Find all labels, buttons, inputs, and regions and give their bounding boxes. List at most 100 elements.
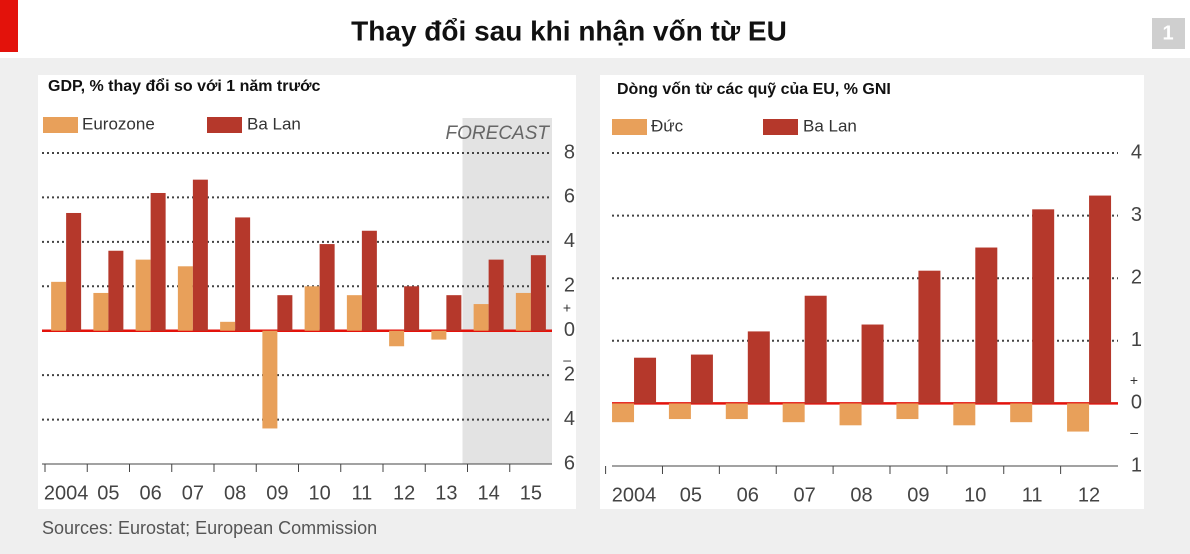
- legend-label: Eurozone: [82, 114, 155, 133]
- badge: 1: [1162, 22, 1173, 44]
- x-tick-label: 13: [435, 482, 457, 504]
- x-tick-label: 12: [1078, 484, 1100, 506]
- x-tick-label: 2004: [612, 484, 657, 506]
- bar: [530, 255, 546, 331]
- bar: [108, 250, 124, 331]
- y-tick-label: 2: [564, 275, 575, 297]
- bar: [668, 403, 691, 420]
- bar: [747, 331, 770, 404]
- bar: [1010, 403, 1033, 423]
- legend-swatch: [612, 119, 647, 135]
- y-tick-label: 4: [564, 230, 575, 252]
- bar: [389, 330, 405, 347]
- x-tick-label: 08: [224, 482, 246, 504]
- axis-sign: +: [563, 299, 571, 315]
- bar: [690, 354, 713, 404]
- x-tick-label: 07: [182, 482, 204, 504]
- x-tick-label: 11: [1022, 484, 1043, 506]
- bar: [235, 217, 251, 331]
- y-tick-label: 0: [564, 319, 575, 341]
- y-tick-label: 4: [564, 408, 575, 430]
- x-tick-label: 14: [478, 482, 500, 504]
- bar: [304, 286, 320, 331]
- red-mark: [0, 0, 18, 52]
- x-tick-label: 10: [309, 482, 331, 504]
- y-tick-label: 2: [1131, 266, 1142, 288]
- bar: [277, 295, 293, 331]
- x-tick-label: 07: [794, 484, 816, 506]
- bar: [220, 321, 236, 331]
- header: [0, 0, 1190, 58]
- bar: [1067, 403, 1090, 432]
- bar: [634, 357, 657, 404]
- bar: [319, 244, 335, 331]
- bar: [150, 192, 166, 331]
- panel: [600, 75, 1144, 509]
- x-tick-label: 06: [737, 484, 759, 506]
- y-tick-label: 6: [564, 452, 575, 474]
- bar: [861, 324, 884, 404]
- axis-sign: –: [1130, 424, 1138, 440]
- bar: [975, 247, 998, 404]
- bar: [612, 403, 635, 423]
- y-tick-label: 1: [1131, 454, 1142, 476]
- y-tick-label: 2: [564, 363, 575, 385]
- y-tick-label: 6: [564, 186, 575, 208]
- chart-title: GDP, % thay đổi so với 1 năm trước: [48, 77, 320, 95]
- x-tick-label: 05: [680, 484, 702, 506]
- bar: [177, 266, 193, 331]
- bar: [1032, 209, 1055, 404]
- bar: [473, 304, 489, 331]
- x-tick-label: 12: [393, 482, 415, 504]
- bar: [953, 403, 976, 426]
- bar: [51, 281, 67, 331]
- bar: [725, 403, 748, 420]
- bar: [431, 330, 447, 340]
- y-tick-label: 0: [1131, 392, 1142, 414]
- bar: [93, 292, 109, 331]
- axis-sign: –: [563, 351, 571, 367]
- x-tick-label: 05: [97, 482, 119, 504]
- legend-swatch: [43, 117, 78, 133]
- y-tick-label: 3: [1131, 204, 1142, 226]
- legend-swatch: [763, 119, 798, 135]
- axis-sign: +: [1130, 372, 1138, 388]
- bar: [346, 295, 362, 331]
- x-tick-label: 2004: [44, 482, 89, 504]
- legend-label: Ba Lan: [803, 116, 857, 135]
- bar: [135, 259, 151, 331]
- y-tick-label: 1: [1131, 329, 1142, 351]
- bar: [66, 212, 82, 331]
- bar: [515, 292, 531, 331]
- bar: [446, 295, 462, 331]
- legend-swatch: [207, 117, 242, 133]
- legend-label: Ba Lan: [247, 114, 301, 133]
- source: Sources: Eurostat; European Commission: [42, 518, 377, 538]
- bar: [404, 286, 420, 331]
- bar: [262, 330, 278, 429]
- x-tick-label: 08: [850, 484, 872, 506]
- forecast-label: FORECAST: [446, 123, 551, 144]
- x-tick-label: 10: [964, 484, 986, 506]
- bar: [782, 403, 805, 423]
- bar: [839, 403, 862, 426]
- x-tick-label: 09: [907, 484, 929, 506]
- x-tick-label: 15: [520, 482, 542, 504]
- x-tick-label: 06: [140, 482, 162, 504]
- bar: [192, 179, 208, 331]
- bar: [488, 259, 504, 331]
- bar: [1089, 195, 1112, 404]
- chart-title: Dòng vốn từ các quỹ của EU, % GNI: [617, 81, 891, 98]
- y-tick-label: 4: [1131, 141, 1142, 163]
- bar: [361, 230, 377, 331]
- page-title: Thay đổi sau khi nhận vốn từ EU: [351, 15, 787, 46]
- bar: [896, 403, 919, 420]
- x-tick-label: 09: [266, 482, 288, 504]
- bar: [918, 270, 941, 404]
- badge-box: [1152, 18, 1185, 49]
- legend-label: Đức: [651, 116, 684, 135]
- x-tick-label: 11: [351, 482, 372, 504]
- bar: [804, 295, 827, 404]
- y-tick-label: 8: [564, 141, 575, 163]
